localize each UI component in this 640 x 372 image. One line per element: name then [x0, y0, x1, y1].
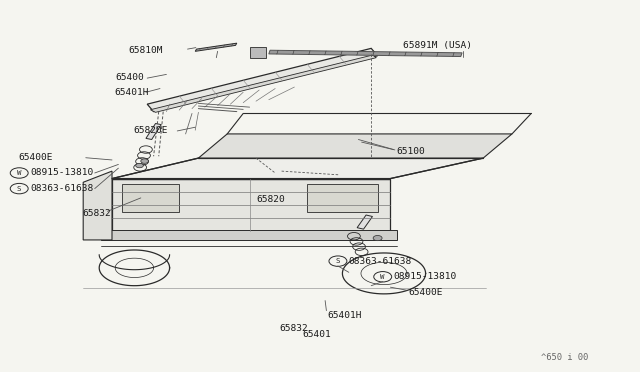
Polygon shape [83, 171, 112, 240]
Polygon shape [150, 55, 376, 112]
Text: ^650 i 00: ^650 i 00 [541, 353, 588, 362]
Text: 65820: 65820 [256, 195, 285, 203]
Text: 65891M (USA): 65891M (USA) [403, 41, 472, 50]
Polygon shape [307, 184, 378, 212]
Text: 65100: 65100 [397, 147, 426, 155]
Text: 65832: 65832 [279, 324, 308, 333]
Circle shape [141, 159, 148, 163]
Polygon shape [147, 48, 378, 112]
Text: 65400: 65400 [115, 73, 144, 82]
Text: 65820E: 65820E [133, 126, 168, 135]
Text: S: S [17, 186, 22, 192]
Polygon shape [250, 46, 266, 58]
Polygon shape [112, 179, 390, 231]
Text: 65832: 65832 [82, 209, 111, 218]
Text: 08363-61638: 08363-61638 [349, 257, 412, 266]
Polygon shape [195, 43, 237, 51]
Text: 65810M: 65810M [128, 46, 163, 55]
Text: W: W [380, 274, 385, 280]
Text: 65400E: 65400E [408, 288, 443, 297]
Text: S: S [335, 258, 340, 264]
Circle shape [136, 163, 143, 168]
Polygon shape [269, 50, 462, 57]
Text: 65401: 65401 [302, 330, 331, 339]
Polygon shape [198, 134, 512, 158]
Polygon shape [112, 158, 483, 179]
Text: 65400E: 65400E [18, 153, 52, 162]
Text: 65401H: 65401H [328, 311, 362, 320]
Polygon shape [101, 230, 397, 240]
Text: 08915-13810: 08915-13810 [394, 272, 457, 281]
Circle shape [373, 235, 382, 241]
Polygon shape [122, 184, 179, 212]
Text: W: W [17, 170, 22, 176]
Polygon shape [357, 215, 372, 229]
Text: 08915-13810: 08915-13810 [31, 169, 94, 177]
Text: 65401H: 65401H [114, 88, 148, 97]
Polygon shape [146, 124, 161, 140]
Text: 08363-61638: 08363-61638 [31, 184, 94, 193]
